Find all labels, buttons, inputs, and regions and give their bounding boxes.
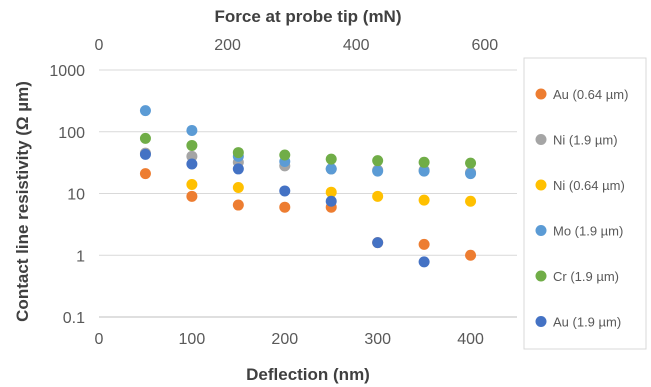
x2-tick-label: 600: [471, 37, 498, 54]
data-point: [372, 190, 384, 202]
data-point: [186, 139, 198, 151]
x-tick-label: 300: [364, 331, 391, 348]
data-point: [232, 163, 244, 175]
x2-tick-label: 0: [95, 37, 104, 54]
axes: 0.1 1 10 100 1000 0 100 200 300 400 0 200 400 600: [49, 37, 517, 348]
legend-label: Mo (1.9 µm): [553, 224, 623, 239]
data-point: [139, 105, 151, 117]
legend-label: Ni (0.64 µm): [553, 178, 625, 193]
legend-label: Cr (1.9 µm): [553, 269, 619, 284]
data-point: [325, 186, 337, 198]
data-point: [418, 256, 430, 268]
data-point: [465, 195, 477, 207]
data-point: [325, 153, 337, 165]
data-point: [418, 238, 430, 250]
data-point: [418, 165, 430, 177]
y-tick-label: 10: [67, 187, 85, 204]
legend-marker: [535, 179, 547, 191]
legend-marker: [535, 134, 547, 145]
y-tick-label: 1000: [49, 63, 85, 80]
data-point: [465, 249, 477, 261]
legend-marker: [535, 270, 547, 282]
data-point: [139, 168, 151, 180]
legend-label: Au (0.64 µm): [553, 87, 628, 102]
x-tick-label: 200: [271, 331, 298, 348]
data-point: [279, 201, 291, 213]
x2-tick-label: 200: [214, 37, 241, 54]
x-axis-title: Deflection (nm): [246, 365, 370, 384]
series-au-1-9-m: [139, 148, 430, 268]
data-point: [372, 155, 384, 167]
series-ni-0-64-m: [186, 178, 477, 207]
series-cr-1-9-m: [139, 132, 477, 169]
data-point: [372, 237, 384, 249]
data-point: [186, 150, 198, 162]
data-point: [232, 147, 244, 159]
data-point: [325, 163, 337, 175]
legend-marker: [535, 88, 547, 100]
y-tick-label: 1: [76, 248, 85, 265]
y-axis-title: Contact line resistivity (Ω µm): [13, 81, 32, 322]
x2-axis-title: Force at probe tip (mN): [214, 7, 401, 26]
x-tick-label: 0: [95, 331, 104, 348]
x-tick-label: 400: [457, 331, 484, 348]
data-point: [186, 158, 198, 170]
legend-label: Au (1.9 µm): [553, 315, 621, 330]
x2-tick-label: 400: [343, 37, 370, 54]
y-tick-label: 100: [58, 125, 85, 142]
data-point: [372, 165, 384, 177]
y-tick-label: 0.1: [63, 310, 85, 327]
legend-marker: [535, 225, 547, 236]
data-point: [232, 199, 244, 211]
data-point: [418, 194, 430, 206]
data-point: [465, 168, 477, 180]
legend: Au (0.64 µm) Ni (1.9 µm) Ni (0.64 µm) Mo (1…: [523, 57, 647, 350]
data-point: [325, 195, 337, 207]
gridlines: [99, 69, 517, 256]
legend-box: [523, 57, 647, 350]
legend-marker: [535, 316, 547, 327]
data-point: [186, 190, 198, 202]
legend-label: Ni (1.9 µm): [553, 133, 618, 148]
data-point: [418, 156, 430, 168]
data-point: [139, 148, 151, 160]
data-points: [139, 105, 477, 268]
data-point: [186, 178, 198, 190]
data-point: [465, 157, 477, 169]
x-tick-label: 100: [179, 331, 206, 348]
data-point: [186, 124, 198, 136]
data-point: [279, 149, 291, 161]
data-point: [139, 132, 151, 144]
data-point: [279, 185, 291, 197]
data-point: [232, 182, 244, 194]
